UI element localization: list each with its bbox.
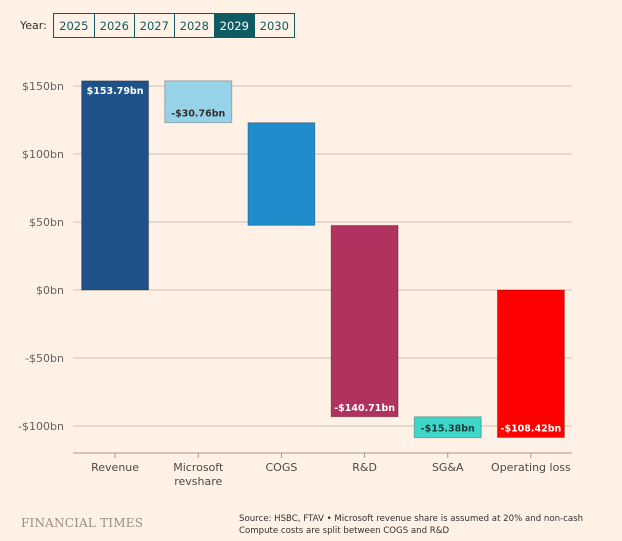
bar-revenue: [81, 80, 150, 291]
source-line-2: Compute costs are split between COGS and…: [239, 526, 450, 536]
year-button-2026[interactable]: 2026: [93, 14, 134, 37]
year-button-2030[interactable]: 2030: [253, 14, 294, 37]
y-tick-label: -$50bn: [25, 352, 64, 365]
x-category-label: R&D: [352, 461, 377, 474]
year-button-2028[interactable]: 2028: [173, 14, 214, 37]
bar-value-label: -$15.38bn: [421, 424, 475, 435]
x-category-label: Microsoft: [173, 461, 224, 474]
year-button-2025[interactable]: 2025: [53, 14, 94, 37]
x-category-label: SG&A: [432, 461, 464, 474]
y-tick-label: $150bn: [22, 80, 64, 93]
bar-value-label: -$108.42bn: [501, 423, 562, 434]
source-note: Source: HSBC, FTAV • Microsoft revenue s…: [239, 513, 619, 537]
bar-sg-a: [413, 416, 482, 439]
bar-operating-loss: [496, 289, 565, 438]
year-label: Year:: [20, 19, 47, 32]
year-button-2029[interactable]: 2029: [213, 14, 254, 37]
year-button-2027[interactable]: 2027: [133, 14, 174, 37]
y-tick-label: $100bn: [22, 148, 64, 161]
bar-microsoft-revshare: [164, 80, 233, 124]
bars: $153.79bn -$30.76bn -$140.71bn -$15.38bn -$1…: [81, 80, 565, 439]
bar-value-label: $153.79bn: [87, 86, 144, 97]
gridlines: [73, 85, 572, 427]
year-selector: Year: 2025 2026 2027 2028 2029 2030: [20, 13, 295, 38]
bar-cogs: [247, 122, 316, 226]
x-category-label: COGS: [265, 461, 297, 474]
bar-r-d: [330, 224, 399, 418]
bar-value-label: -$140.71bn: [334, 403, 395, 414]
x-category-label: Revenue: [91, 461, 139, 474]
source-line-1: Source: HSBC, FTAV • Microsoft revenue s…: [239, 514, 584, 524]
y-tick-label: $0bn: [36, 284, 64, 297]
x-category-label: Operating loss: [491, 461, 571, 474]
y-tick-label: $50bn: [29, 216, 64, 229]
x-category-label: revshare: [174, 475, 222, 488]
year-button-group: 2025 2026 2027 2028 2029 2030: [52, 13, 295, 38]
bar-value-label: -$30.76bn: [171, 109, 225, 120]
y-axis-ticks: $150bn $100bn $50bn $0bn -$50bn -$100bn: [18, 80, 64, 433]
waterfall-chart: $150bn $100bn $50bn $0bn -$50bn -$100bn $153.…: [18, 80, 572, 488]
ft-logo: FINANCIAL TIMES: [21, 516, 144, 530]
y-tick-label: -$100bn: [18, 420, 64, 433]
